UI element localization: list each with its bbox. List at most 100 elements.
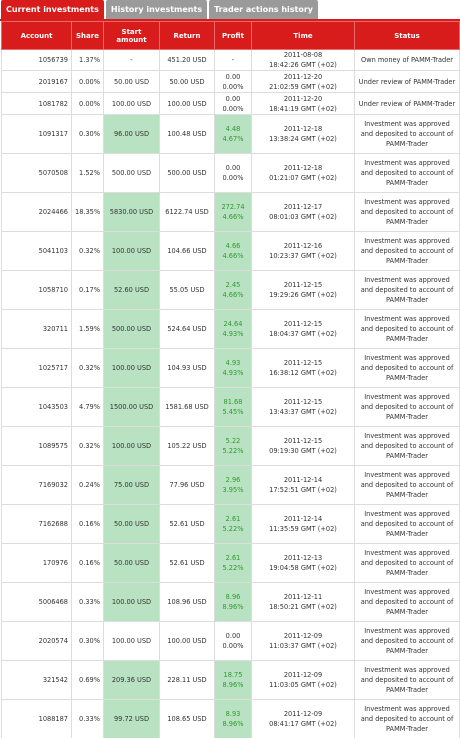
column-header: Share bbox=[71, 21, 104, 50]
profit-line: 2.45 bbox=[225, 281, 241, 289]
time-cell: 2011-12-15 19:29:26 GMT (+02) bbox=[251, 270, 355, 310]
time-line: 19:04:58 GMT (+02) bbox=[269, 564, 337, 572]
time-line: 2011-12-15 bbox=[283, 437, 323, 445]
return-cell: 104.93 USD bbox=[159, 348, 215, 388]
return-cell: 1581.68 USD bbox=[159, 387, 215, 427]
return-cell: 6122.74 USD bbox=[159, 192, 215, 232]
start-amount-cell: 99.72 USD bbox=[103, 699, 160, 738]
status-cell: Under review of PAMM-Trader bbox=[354, 92, 460, 115]
time-line: 08:41:17 GMT (+02) bbox=[269, 720, 337, 728]
return-cell: 100.48 USD bbox=[159, 114, 215, 154]
profit-line: 5.22% bbox=[222, 447, 244, 455]
share-cell: 1.37% bbox=[71, 49, 104, 71]
status-cell: Investment was approved and deposited to… bbox=[354, 504, 460, 544]
start-amount-cell: 50.00 USD bbox=[103, 543, 160, 583]
table-row: 1056739 1.37% -451.20 USD -2011-08-08 18:42:… bbox=[1, 49, 460, 71]
status-cell: Investment was approved and deposited to… bbox=[354, 582, 460, 622]
tab-bar: Current investments History investments Tr… bbox=[0, 0, 460, 21]
tab[interactable]: Current investments bbox=[1, 0, 104, 19]
return-cell: 52.61 USD bbox=[159, 543, 215, 583]
return-cell: 228.11 USD bbox=[159, 660, 215, 700]
time-line: 21:02:59 GMT (+02) bbox=[269, 82, 337, 91]
share-cell: 0.33% bbox=[71, 582, 104, 622]
profit-cell: 5.22 5.22% bbox=[214, 426, 252, 466]
time-line: 2011-12-09 bbox=[283, 632, 323, 640]
share-cell: 0.16% bbox=[71, 504, 104, 544]
account-cell: 5006468 bbox=[1, 582, 72, 622]
profit-line: 8.96 bbox=[225, 593, 241, 601]
start-amount-cell: 500.00 USD bbox=[103, 153, 160, 193]
table-row: 1088187 0.33% 99.72 USD 108.65 USD 8.93 8.96%… bbox=[1, 699, 460, 738]
profit-line: 8.96% bbox=[222, 681, 244, 689]
table-row: 1025717 0.32% 100.00 USD 104.93 USD 4.93 4.93… bbox=[1, 348, 460, 388]
time-line: 18:41:19 GMT (+02) bbox=[269, 104, 337, 113]
profit-cell: 2.45 4.66% bbox=[214, 270, 252, 310]
time-cell: 2011-12-09 08:41:17 GMT (+02) bbox=[251, 699, 355, 738]
table-body: 1056739 1.37% -451.20 USD -2011-08-08 18:42:… bbox=[1, 49, 460, 738]
profit-line: 5.22% bbox=[222, 564, 244, 572]
time-line: 2011-12-14 bbox=[283, 515, 323, 523]
time-line: 11:03:05 GMT (+02) bbox=[269, 681, 337, 689]
time-cell: 2011-12-15 16:38:12 GMT (+02) bbox=[251, 348, 355, 388]
time-line: 2011-12-15 bbox=[283, 359, 323, 367]
share-cell: 0.00% bbox=[71, 70, 104, 93]
share-cell: 18.35% bbox=[71, 192, 104, 232]
profit-line: 0.00% bbox=[222, 82, 244, 91]
status-cell: Investment was approved and deposited to… bbox=[354, 699, 460, 738]
profit-line: 2.96 bbox=[225, 476, 241, 484]
return-cell: 104.66 USD bbox=[159, 231, 215, 271]
column-header: Account bbox=[1, 21, 72, 50]
account-cell: 170976 bbox=[1, 543, 72, 583]
time-line: 2011-12-14 bbox=[283, 476, 323, 484]
start-amount-cell: 209.36 USD bbox=[103, 660, 160, 700]
status-cell: Investment was approved and deposited to… bbox=[354, 114, 460, 154]
profit-cell: 4.48 4.67% bbox=[214, 114, 252, 154]
table-row: 5070508 1.52% 500.00 USD 500.00 USD 0.00 0.00… bbox=[1, 153, 460, 193]
status-cell: Investment was approved and deposited to… bbox=[354, 153, 460, 193]
tab[interactable]: Trader actions history bbox=[209, 0, 319, 19]
time-line: 11:35:59 GMT (+02) bbox=[269, 525, 337, 533]
return-cell: 77.96 USD bbox=[159, 465, 215, 505]
time-line: 2011-12-13 bbox=[283, 554, 323, 562]
profit-line: 4.93% bbox=[222, 330, 244, 338]
column-header: Return bbox=[159, 21, 215, 50]
time-cell: 2011-12-11 18:50:21 GMT (+02) bbox=[251, 582, 355, 622]
tab[interactable]: History investments bbox=[105, 0, 208, 19]
account-cell: 1081782 bbox=[1, 92, 72, 115]
account-cell: 2019167 bbox=[1, 70, 72, 93]
time-line: 19:29:26 GMT (+02) bbox=[269, 291, 337, 299]
table-row: 1091317 0.30% 96.00 USD 100.48 USD 4.48 4.67%… bbox=[1, 114, 460, 154]
account-cell: 1091317 bbox=[1, 114, 72, 154]
profit-line: 5.22% bbox=[222, 525, 244, 533]
profit-cell: - bbox=[214, 49, 252, 71]
column-header: Start amount bbox=[103, 21, 160, 50]
status-cell: Investment was approved and deposited to… bbox=[354, 426, 460, 466]
return-cell: 451.20 USD bbox=[159, 49, 215, 71]
share-cell: 1.59% bbox=[71, 309, 104, 349]
start-amount-cell: 500.00 USD bbox=[103, 309, 160, 349]
profit-line: 4.48 bbox=[225, 125, 241, 133]
status-cell: Own money of PAMM-Trader bbox=[354, 49, 460, 71]
column-header: Status bbox=[354, 21, 460, 50]
return-cell: 52.61 USD bbox=[159, 504, 215, 544]
time-cell: 2011-12-20 18:41:19 GMT (+02) bbox=[251, 92, 355, 115]
start-amount-cell: 50.00 USD bbox=[103, 70, 160, 93]
profit-line: 4.67% bbox=[222, 135, 244, 143]
return-cell: 108.65 USD bbox=[159, 699, 215, 738]
table-row: 2019167 0.00% 50.00 USD 50.00 USD 0.00 0.00% 2… bbox=[1, 70, 460, 93]
time-cell: 2011-08-08 18:42:26 GMT (+02) bbox=[251, 49, 355, 71]
profit-cell: 4.93 4.93% bbox=[214, 348, 252, 388]
time-line: 2011-12-16 bbox=[283, 242, 323, 250]
account-cell: 1089575 bbox=[1, 426, 72, 466]
start-amount-cell: 100.00 USD bbox=[103, 621, 160, 661]
account-cell: 1088187 bbox=[1, 699, 72, 738]
share-cell: 4.79% bbox=[71, 387, 104, 427]
start-amount-cell: 1500.00 USD bbox=[103, 387, 160, 427]
return-cell: 55.05 USD bbox=[159, 270, 215, 310]
return-cell: 524.64 USD bbox=[159, 309, 215, 349]
profit-line: 0.00% bbox=[222, 104, 244, 113]
profit-line: 8.96% bbox=[222, 603, 244, 611]
profit-cell: 18.75 8.96% bbox=[214, 660, 252, 700]
profit-cell: 0.00 0.00% bbox=[214, 70, 252, 93]
status-cell: Investment was approved and deposited to… bbox=[354, 231, 460, 271]
